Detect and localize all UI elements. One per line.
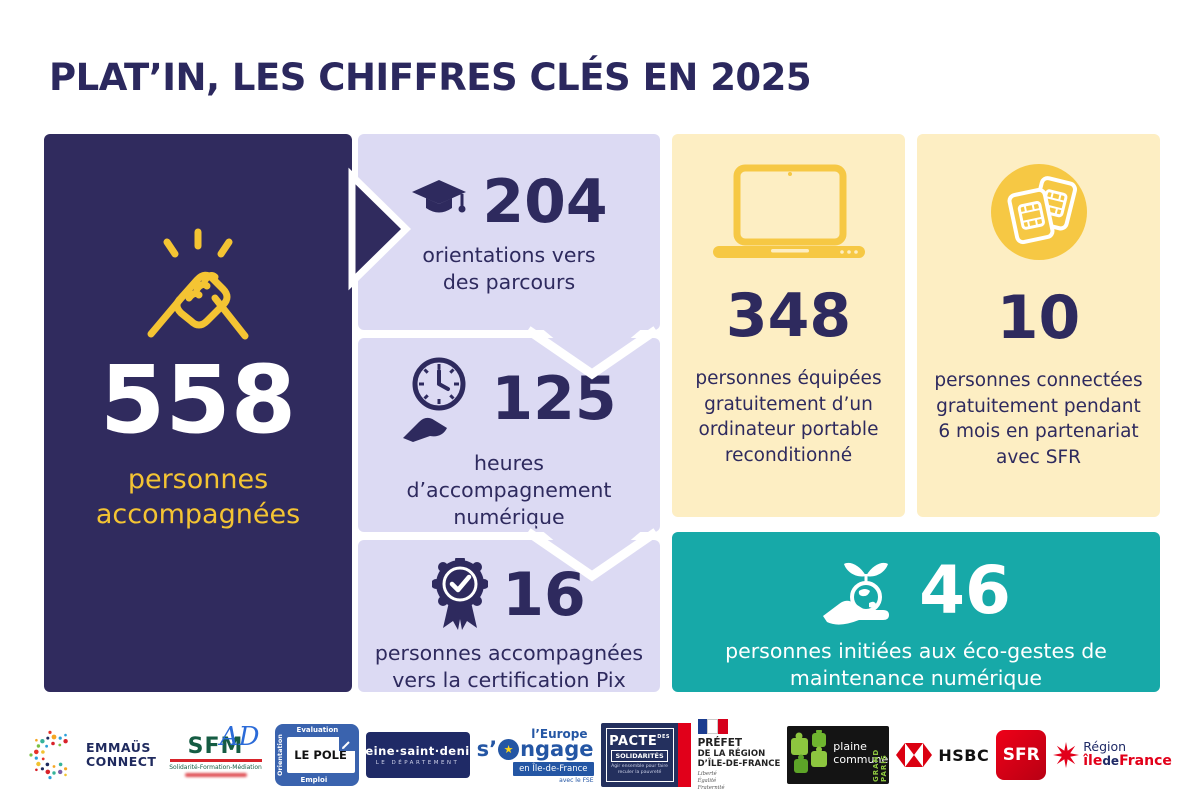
- sfm-subtitle: Solidarité-Formation-Médiation: [169, 763, 262, 771]
- stat-label: heures d’accompagnement numérique: [406, 451, 612, 530]
- stat-label: personnes accompagnées vers la certifica…: [374, 641, 644, 693]
- laptop-icon: [712, 164, 865, 258]
- stat-card-accompanied: 558 personnes accompagnées: [44, 134, 352, 692]
- star-burst-icon: [1053, 741, 1080, 768]
- stat-label: personnes initiées aux éco-gestes de mai…: [725, 639, 1107, 691]
- hsbc-hexagon-icon: [896, 743, 933, 767]
- sfm-ad-script: AD: [219, 721, 260, 752]
- sim-cards-icon: [990, 164, 1087, 260]
- emmaus-connect-dots-icon: [29, 730, 68, 780]
- pacte-red-band: [677, 723, 691, 787]
- stat-card-orientations: 204 orientations vers des parcours: [358, 134, 660, 330]
- stat-card-ecogestes: 46 personnes initiées aux éco-gestes de …: [672, 532, 1160, 692]
- le-pole-logo: Evaluation Orientation LE POLE Emploi: [274, 724, 359, 786]
- stat-card-pix: 16 personnes accompagnées vers la certif…: [358, 540, 660, 692]
- stat-value: 558: [99, 346, 297, 455]
- sfm-ad-logo: AD SFM Solidarité-Formation-Médiation: [164, 722, 268, 777]
- stat-value: 10: [996, 283, 1081, 353]
- seine-saint-denis-logo: seine·saint·denis LE DÉPARTEMENT: [358, 732, 477, 778]
- eu-stars-icon: ★: [498, 738, 520, 760]
- stat-label: personnes connectées gratuitement pendan…: [934, 370, 1143, 468]
- puzzle-people-icon: [791, 730, 828, 773]
- stat-label: personnes équipées gratuitement d’un ord…: [695, 368, 882, 466]
- sfr-logo: SFR: [996, 730, 1047, 780]
- pencil-icon: [338, 737, 355, 751]
- stat-card-laptops: 348 personnes équipées gratuitement d’un…: [672, 134, 905, 517]
- stat-value: 125: [491, 364, 617, 434]
- stat-value: 16: [502, 560, 586, 630]
- stat-label: orientations vers des parcours: [422, 243, 596, 295]
- sfm-text: SFM: [187, 733, 244, 759]
- clock-hand-icon: [403, 357, 466, 442]
- stat-value: 204: [482, 167, 608, 237]
- plaine-commune-logo: plaine commune GRAND PARIS: [787, 726, 890, 784]
- emmaus-connect-text: EMMAÜS CONNECT: [86, 739, 157, 769]
- prefet-idf-logo: PRÉFET DE LA RÉGION D’ÎLE-DE-FRANCE Libe…: [697, 718, 780, 792]
- medal-check-icon: [432, 558, 489, 630]
- page-title: PLAT’IN, LES CHIFFRES CLÉS EN 2025: [49, 56, 812, 99]
- stat-value: 348: [725, 281, 852, 351]
- europe-fse-logo: l’Europe s’ ★ ngage en Île-de-France ave…: [476, 726, 594, 784]
- sfm-small-text: [184, 772, 247, 777]
- sprout-hand-icon: [823, 562, 890, 625]
- sfm-red-bar: [169, 758, 262, 762]
- stat-card-hours: 125 heures d’accompagnement numérique: [358, 338, 660, 532]
- arm-wrestle-icon: [147, 228, 249, 340]
- pacte-solidarites-logo: PACTEDES SOLIDARITÉS Agir ensemble pour …: [600, 723, 691, 787]
- graduation-cap-icon: [412, 180, 467, 213]
- partner-logos-bar: EMMAÜS CONNECT AD SFM Solidarité-Formati…: [28, 716, 1172, 794]
- region-ile-de-france-logo: Région îledeFrance: [1053, 740, 1172, 769]
- stat-value: 46: [919, 552, 1011, 629]
- hsbc-logo: HSBC: [896, 743, 989, 767]
- stat-card-sim: 10 personnes connectées gratuitement pen…: [917, 134, 1160, 517]
- emmaus-connect-logo: EMMAÜS CONNECT: [28, 727, 156, 783]
- stat-label: personnes accompagnées: [95, 464, 301, 531]
- french-flag-icon: [697, 718, 728, 734]
